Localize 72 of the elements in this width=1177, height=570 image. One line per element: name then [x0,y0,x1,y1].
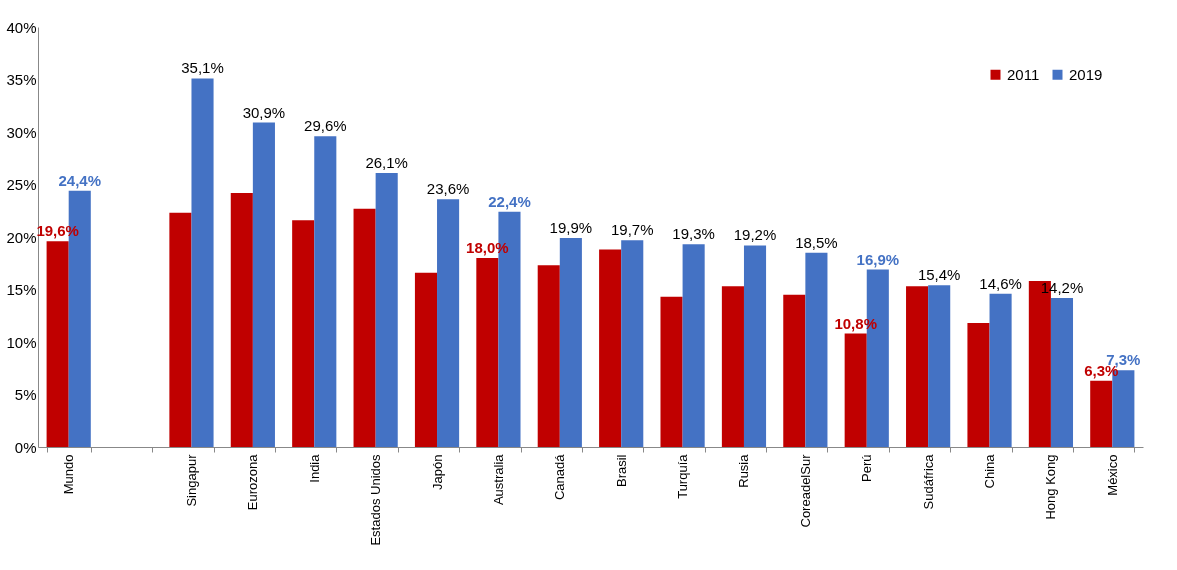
bar [230,192,253,447]
x-tick-label: Eurozona [245,453,261,511]
bar [928,285,951,447]
x-tick-label: Rusia [736,453,752,488]
bar [660,296,683,447]
data-label: 29,6% [304,117,347,135]
x-tick-label: CoreadelSur [797,453,813,528]
x-tick-label: Singapur [183,453,199,507]
data-label: 30,9% [242,103,286,121]
x-tick-label: Perú [859,454,875,482]
bar [46,241,69,447]
data-label: 26,1% [365,153,408,171]
data-label: 35,1% [181,59,224,77]
bar [191,78,214,447]
y-tick-label: 35% [6,71,37,88]
bar [252,122,275,447]
bar [682,244,705,447]
bar [967,323,990,447]
data-label: 19,3% [672,225,715,243]
x-tick-label: Japón [429,454,445,490]
legend-label: 2019 [1069,65,1103,83]
data-label: 18,5% [795,233,838,251]
bar [437,199,460,447]
y-tick-label: 40% [6,18,37,36]
data-label: 23,6% [426,180,470,198]
legend-label: 2011 [1007,65,1040,83]
x-tick-label: China [982,453,998,489]
x-tick-label: Mundo [61,454,77,495]
x-tick-label: Turquía [675,453,691,499]
data-label: 14,6% [979,274,1022,292]
data-label: 24,4% [58,171,102,189]
bar [621,240,644,447]
bar [1090,380,1113,447]
x-tick-label: Hong Kong [1043,454,1059,520]
bar [783,294,806,447]
bar [537,265,560,447]
data-label: 22,4% [488,192,531,210]
y-tick-label: 0% [14,438,37,456]
x-tick-label: Canadá [552,453,568,501]
data-label: 16,9% [856,250,900,268]
data-label: 19,7% [610,221,654,239]
bar [559,238,582,447]
bar [805,252,828,447]
bar [292,220,315,447]
bar [169,212,192,447]
y-tick-label: 10% [6,333,37,351]
bar [599,249,622,447]
y-tick-label: 5% [14,386,37,403]
bar [414,272,438,447]
bar [375,172,398,447]
x-tick-label: Sudáfrica [920,453,936,510]
y-tick-label: 30% [6,123,37,141]
data-label: 19,2% [733,226,777,244]
bar [353,208,376,447]
bar [844,333,867,447]
x-tick-label: México [1104,454,1120,496]
x-tick-label: India [306,453,322,483]
bar [906,286,929,447]
bar [314,136,337,447]
bar [476,258,499,447]
y-tick-label: 20% [6,228,37,246]
x-tick-label: Estados Unidos [368,454,384,546]
bar [721,286,744,447]
y-tick-label: 15% [6,281,37,298]
bar [743,245,767,447]
bar [1050,297,1074,447]
x-tick-label: Brasil [613,454,629,488]
data-label: 15,4% [917,266,961,284]
bar [989,293,1012,447]
data-label: 19,9% [549,219,593,237]
x-tick-label: Australia [490,453,506,506]
y-tick-label: 25% [6,176,37,193]
